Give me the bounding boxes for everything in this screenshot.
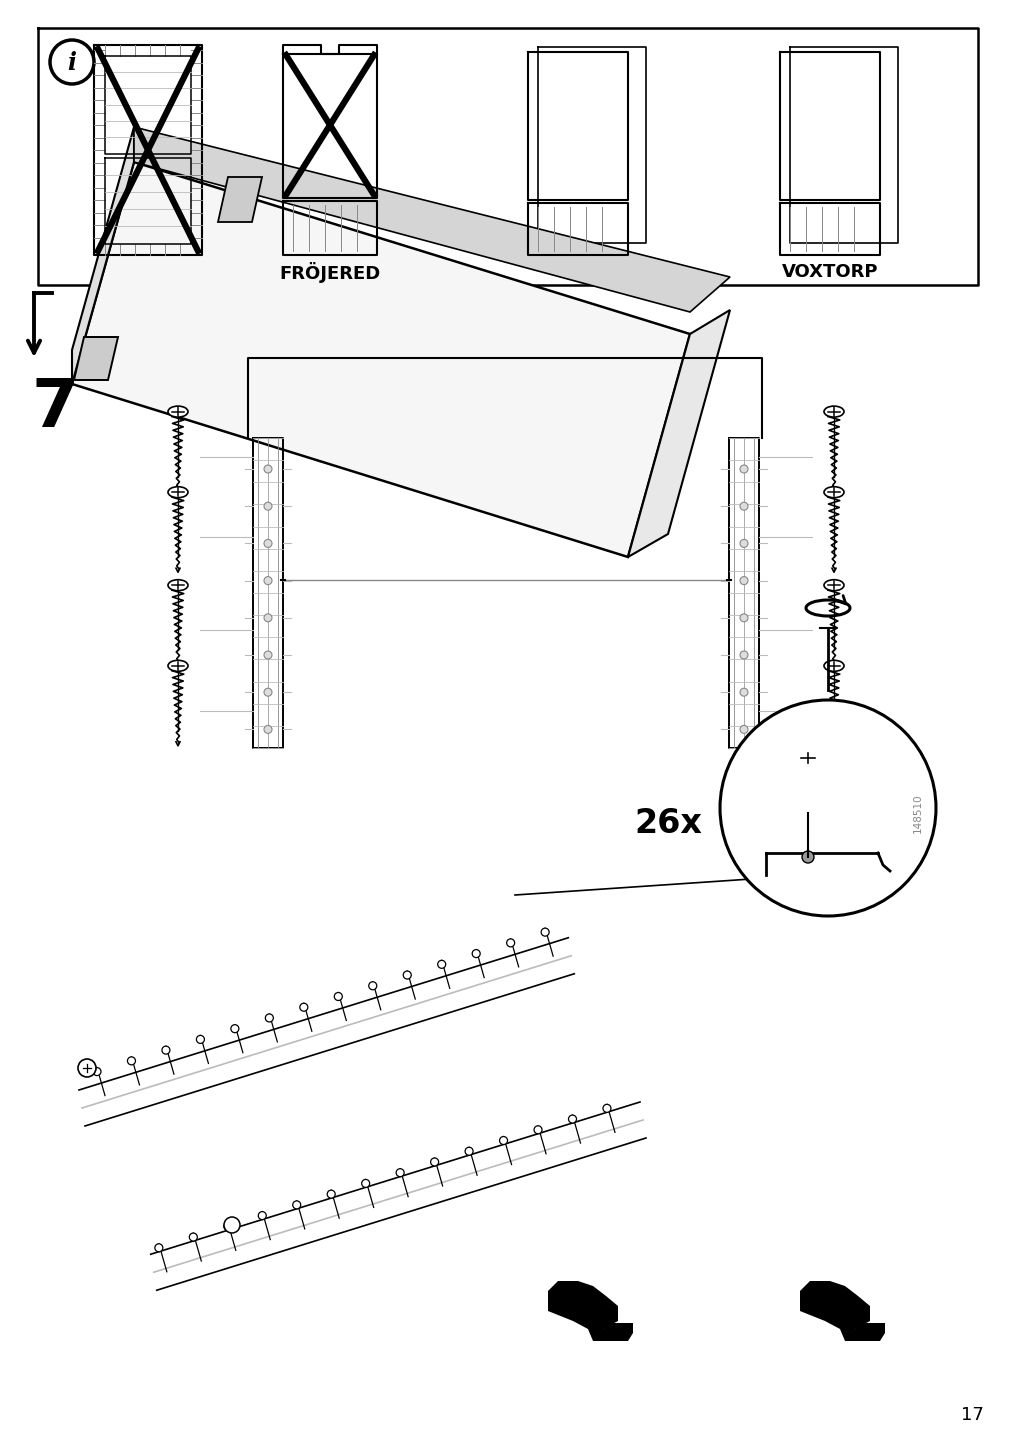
Circle shape <box>739 540 747 547</box>
Circle shape <box>739 689 747 696</box>
Polygon shape <box>839 1323 885 1340</box>
Ellipse shape <box>823 580 843 591</box>
Circle shape <box>189 1233 197 1242</box>
Circle shape <box>264 689 272 696</box>
Text: 7: 7 <box>31 375 78 441</box>
Polygon shape <box>587 1323 632 1340</box>
Circle shape <box>264 726 272 733</box>
Polygon shape <box>822 722 832 742</box>
Text: VOXTORP: VOXTORP <box>780 263 878 281</box>
Circle shape <box>78 1060 96 1077</box>
Circle shape <box>739 465 747 473</box>
Text: i: i <box>68 52 77 74</box>
Circle shape <box>264 652 272 659</box>
Polygon shape <box>800 1282 869 1329</box>
Circle shape <box>507 939 515 947</box>
Ellipse shape <box>823 487 843 498</box>
Circle shape <box>223 1223 232 1230</box>
Circle shape <box>568 1116 576 1123</box>
Polygon shape <box>72 127 133 384</box>
Circle shape <box>719 700 935 916</box>
Circle shape <box>368 982 376 990</box>
Circle shape <box>465 1147 472 1156</box>
Circle shape <box>603 1104 611 1113</box>
Text: FRÖJERED: FRÖJERED <box>279 262 380 282</box>
Circle shape <box>264 503 272 510</box>
Circle shape <box>127 1057 135 1065</box>
Circle shape <box>258 1211 266 1220</box>
Circle shape <box>155 1244 163 1252</box>
Circle shape <box>402 971 410 979</box>
Polygon shape <box>217 178 262 222</box>
Polygon shape <box>133 127 729 312</box>
Circle shape <box>541 928 549 937</box>
Circle shape <box>93 1068 101 1075</box>
Circle shape <box>292 1201 300 1209</box>
Ellipse shape <box>168 580 188 591</box>
Ellipse shape <box>823 660 843 672</box>
Circle shape <box>499 1137 508 1144</box>
Circle shape <box>438 961 445 968</box>
Circle shape <box>739 503 747 510</box>
Text: 26x: 26x <box>634 806 702 839</box>
Circle shape <box>265 1014 273 1022</box>
Text: 17: 17 <box>959 1406 983 1423</box>
Polygon shape <box>548 1282 618 1329</box>
Circle shape <box>334 992 342 1001</box>
Circle shape <box>534 1126 542 1134</box>
Circle shape <box>264 540 272 547</box>
Ellipse shape <box>168 407 188 417</box>
Circle shape <box>264 577 272 584</box>
Ellipse shape <box>823 407 843 417</box>
Circle shape <box>739 726 747 733</box>
Circle shape <box>395 1169 403 1177</box>
Ellipse shape <box>797 752 818 765</box>
Circle shape <box>327 1190 335 1199</box>
Circle shape <box>299 1004 307 1011</box>
Circle shape <box>739 652 747 659</box>
Ellipse shape <box>168 487 188 498</box>
Text: 148510: 148510 <box>912 793 922 833</box>
Circle shape <box>431 1158 438 1166</box>
Circle shape <box>264 465 272 473</box>
Circle shape <box>472 949 479 958</box>
Circle shape <box>223 1217 240 1233</box>
Polygon shape <box>74 337 118 379</box>
Circle shape <box>361 1180 369 1187</box>
Polygon shape <box>628 309 729 557</box>
Circle shape <box>739 577 747 584</box>
Circle shape <box>739 614 747 621</box>
Circle shape <box>231 1025 239 1032</box>
Circle shape <box>264 614 272 621</box>
Ellipse shape <box>168 660 188 672</box>
Polygon shape <box>72 162 690 557</box>
Circle shape <box>801 851 813 863</box>
Circle shape <box>196 1035 204 1044</box>
Circle shape <box>162 1047 170 1054</box>
